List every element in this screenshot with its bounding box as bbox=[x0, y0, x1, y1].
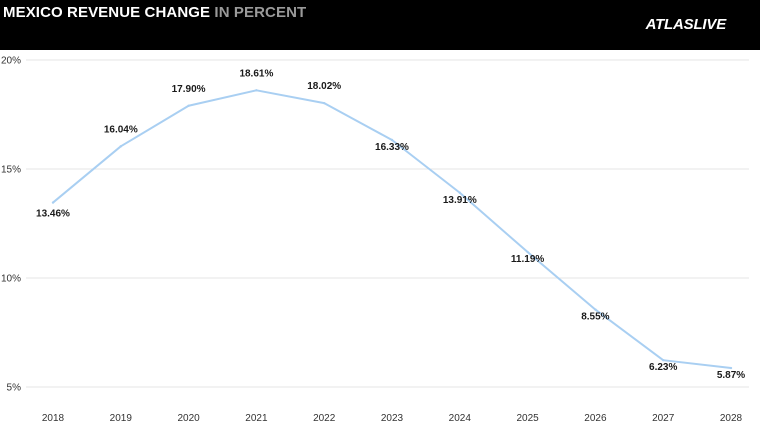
y-tick-label: 5% bbox=[7, 383, 22, 394]
data-label: 17.90% bbox=[172, 84, 206, 95]
y-tick-label: 20% bbox=[1, 56, 21, 67]
data-point bbox=[594, 308, 597, 311]
data-label: 16.33% bbox=[375, 142, 409, 153]
x-tick-label: 2027 bbox=[652, 413, 675, 424]
data-point bbox=[323, 101, 326, 105]
data-point bbox=[390, 138, 394, 142]
x-tick-label: 2018 bbox=[42, 413, 65, 424]
data-point bbox=[119, 145, 123, 148]
brand-logo: ATLASLIVE bbox=[645, 16, 727, 33]
data-label: 11.19% bbox=[511, 254, 544, 265]
chart-title: MEXICO REVENUE CHANGE IN PERCENT bbox=[3, 4, 306, 21]
data-label: 5.87% bbox=[717, 370, 745, 381]
x-axis: 2018 2019 2020 2021 2022 2023 2024 2025 2026 2027… bbox=[42, 413, 743, 424]
gridlines bbox=[26, 59, 749, 388]
data-label: 13.91% bbox=[443, 195, 477, 206]
data-point bbox=[255, 89, 258, 92]
x-tick-label: 2022 bbox=[313, 413, 336, 424]
chart-header: MEXICO REVENUE CHANGE IN PERCENT ATLASLI… bbox=[0, 0, 760, 50]
title-main: MEXICO REVENUE CHANGE bbox=[3, 4, 211, 21]
x-tick-label: 2019 bbox=[110, 413, 133, 424]
data-label: 8.55% bbox=[581, 312, 609, 323]
x-tick-label: 2028 bbox=[720, 413, 743, 424]
y-axis: 5% 10% 15% 20% bbox=[1, 56, 21, 394]
x-tick-label: 2023 bbox=[381, 413, 404, 424]
y-tick-label: 15% bbox=[1, 165, 21, 176]
x-tick-label: 2024 bbox=[449, 413, 472, 424]
data-point bbox=[458, 191, 461, 194]
x-tick-label: 2020 bbox=[177, 413, 200, 424]
series-layer bbox=[51, 89, 733, 370]
data-point bbox=[51, 201, 55, 204]
data-label: 18.02% bbox=[307, 81, 341, 92]
data-label: 6.23% bbox=[649, 362, 677, 373]
data-label: 16.04% bbox=[104, 124, 138, 135]
data-point bbox=[729, 366, 733, 370]
data-point bbox=[187, 104, 190, 107]
data-point bbox=[662, 358, 665, 362]
y-tick-label: 10% bbox=[1, 274, 21, 285]
data-point bbox=[526, 250, 529, 254]
x-tick-label: 2025 bbox=[516, 413, 539, 424]
data-label: 13.46% bbox=[36, 209, 70, 220]
x-tick-label: 2021 bbox=[245, 413, 268, 424]
data-labels: 13.46% 16.04% 17.90% 18.61% 18.02% 16.33% 13.9… bbox=[36, 68, 745, 381]
data-label: 18.61% bbox=[239, 68, 273, 79]
line-chart: 5% 10% 15% 20% 2018 2019 2020 2021 2022 2023 2024… bbox=[1, 56, 749, 424]
title-accent: IN PERCENT bbox=[214, 4, 307, 21]
x-tick-label: 2026 bbox=[584, 413, 607, 424]
series-line bbox=[52, 89, 732, 370]
